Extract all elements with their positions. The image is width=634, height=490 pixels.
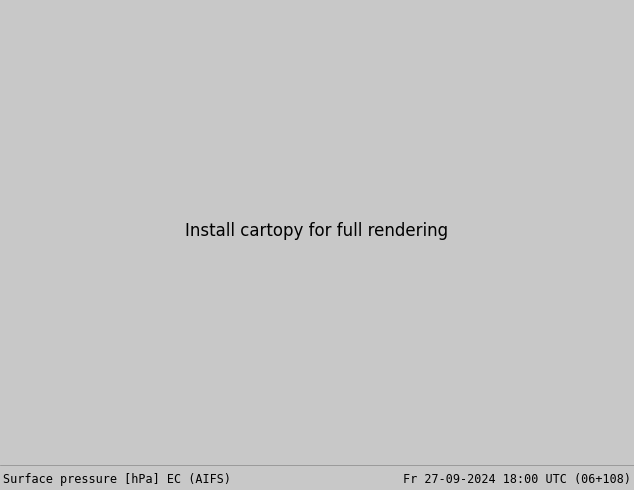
Text: Fr 27-09-2024 18:00 UTC (06+108): Fr 27-09-2024 18:00 UTC (06+108) — [403, 473, 631, 486]
Text: Install cartopy for full rendering: Install cartopy for full rendering — [185, 222, 449, 240]
Text: Surface pressure [hPa] EC (AIFS): Surface pressure [hPa] EC (AIFS) — [3, 473, 231, 486]
